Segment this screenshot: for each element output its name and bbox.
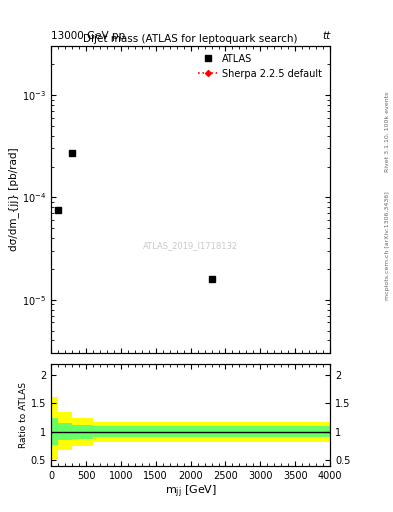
- Text: tt: tt: [322, 31, 330, 41]
- Y-axis label: dσ/dm_{jj} [pb/rad]: dσ/dm_{jj} [pb/rad]: [8, 148, 19, 251]
- Title: Dijet mass (ATLAS for leptoquark search): Dijet mass (ATLAS for leptoquark search): [83, 34, 298, 44]
- Text: mcplots.cern.ch [arXiv:1306.3436]: mcplots.cern.ch [arXiv:1306.3436]: [385, 191, 389, 300]
- Y-axis label: Ratio to ATLAS: Ratio to ATLAS: [19, 382, 28, 447]
- Text: ATLAS_2019_I1718132: ATLAS_2019_I1718132: [143, 241, 238, 250]
- Text: Rivet 3.1.10, 100k events: Rivet 3.1.10, 100k events: [385, 92, 389, 172]
- Legend: ATLAS, Sherpa 2.2.5 default: ATLAS, Sherpa 2.2.5 default: [195, 51, 325, 81]
- Text: 13000 GeV pp: 13000 GeV pp: [51, 31, 125, 41]
- X-axis label: $\mathrm{m_{jj}\ [GeV]}$: $\mathrm{m_{jj}\ [GeV]}$: [165, 483, 217, 500]
